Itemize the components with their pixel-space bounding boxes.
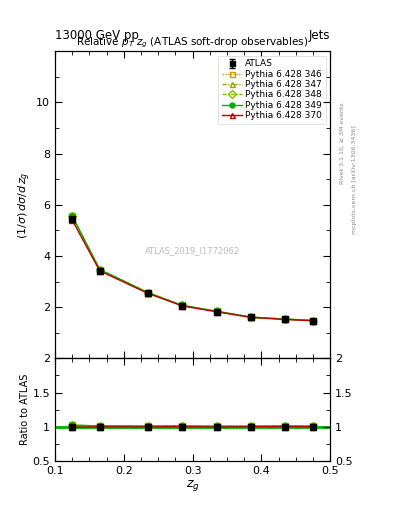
- Pythia 6.428 346: [97, 267, 102, 273]
- Text: Jets: Jets: [309, 29, 330, 42]
- Line: Pythia 6.428 348: Pythia 6.428 348: [70, 214, 316, 323]
- Pythia 6.428 346: [283, 316, 288, 322]
- Pythia 6.428 347: [145, 290, 150, 296]
- Pythia 6.428 370: [70, 217, 75, 223]
- Pythia 6.428 347: [310, 317, 315, 324]
- Pythia 6.428 349: [97, 267, 102, 273]
- Pythia 6.428 349: [310, 317, 315, 324]
- Text: ATLAS_2019_I1772062: ATLAS_2019_I1772062: [145, 246, 240, 255]
- Line: Pythia 6.428 349: Pythia 6.428 349: [70, 214, 316, 323]
- Pythia 6.428 349: [180, 302, 185, 308]
- Pythia 6.428 346: [145, 290, 150, 296]
- Text: Rivet 3.1.10, ≥ 3M events: Rivet 3.1.10, ≥ 3M events: [340, 102, 345, 184]
- Y-axis label: Ratio to ATLAS: Ratio to ATLAS: [20, 374, 30, 445]
- Pythia 6.428 348: [70, 213, 75, 219]
- Line: Pythia 6.428 346: Pythia 6.428 346: [70, 214, 316, 323]
- Pythia 6.428 370: [249, 314, 253, 321]
- Pythia 6.428 370: [214, 309, 219, 315]
- Pythia 6.428 347: [180, 302, 185, 308]
- Pythia 6.428 370: [145, 290, 150, 296]
- Pythia 6.428 346: [214, 308, 219, 314]
- X-axis label: $z_g$: $z_g$: [185, 478, 200, 494]
- Line: Pythia 6.428 370: Pythia 6.428 370: [70, 218, 316, 324]
- Y-axis label: $(1/\sigma)\,d\sigma/d\,z_g$: $(1/\sigma)\,d\sigma/d\,z_g$: [17, 171, 33, 239]
- Pythia 6.428 348: [214, 308, 219, 314]
- Pythia 6.428 346: [180, 302, 185, 308]
- Pythia 6.428 370: [310, 317, 315, 324]
- Pythia 6.428 370: [97, 268, 102, 274]
- Pythia 6.428 347: [249, 314, 253, 321]
- Line: Pythia 6.428 347: Pythia 6.428 347: [70, 214, 316, 323]
- Pythia 6.428 346: [249, 314, 253, 321]
- Pythia 6.428 349: [145, 290, 150, 296]
- Pythia 6.428 370: [180, 303, 185, 309]
- Pythia 6.428 347: [97, 267, 102, 273]
- Pythia 6.428 348: [180, 302, 185, 308]
- Legend: ATLAS, Pythia 6.428 346, Pythia 6.428 347, Pythia 6.428 348, Pythia 6.428 349, P: ATLAS, Pythia 6.428 346, Pythia 6.428 34…: [218, 56, 326, 124]
- Text: mcplots.cern.ch [arXiv:1306.3436]: mcplots.cern.ch [arXiv:1306.3436]: [352, 125, 357, 233]
- Text: 13000 GeV pp: 13000 GeV pp: [55, 29, 139, 42]
- Pythia 6.428 349: [249, 314, 253, 321]
- Pythia 6.428 347: [70, 214, 75, 220]
- Pythia 6.428 348: [97, 267, 102, 273]
- Pythia 6.428 348: [310, 317, 315, 324]
- Title: Relative $p_T$ $z_g$ (ATLAS soft-drop observables): Relative $p_T$ $z_g$ (ATLAS soft-drop ob…: [76, 36, 309, 51]
- Pythia 6.428 348: [249, 314, 253, 321]
- Pythia 6.428 349: [283, 316, 288, 322]
- Pythia 6.428 347: [214, 308, 219, 314]
- Pythia 6.428 347: [283, 316, 288, 322]
- Pythia 6.428 370: [283, 316, 288, 323]
- Pythia 6.428 346: [70, 214, 75, 220]
- Pythia 6.428 349: [70, 213, 75, 219]
- Pythia 6.428 346: [310, 317, 315, 324]
- Pythia 6.428 349: [214, 308, 219, 314]
- Pythia 6.428 348: [145, 290, 150, 296]
- Pythia 6.428 348: [283, 316, 288, 322]
